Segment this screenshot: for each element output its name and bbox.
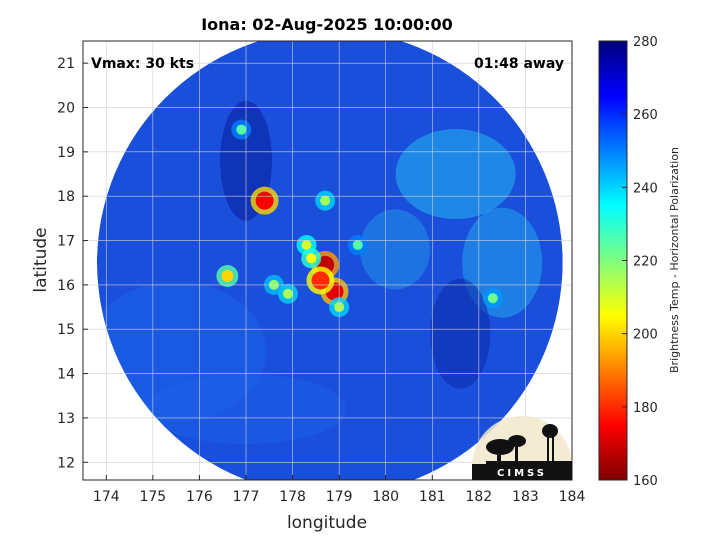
- x-tick-label: 181: [419, 489, 446, 505]
- feature-core: [487, 293, 498, 304]
- x-axis-label: longitude: [287, 513, 367, 533]
- y-tick-label: 17: [57, 234, 75, 250]
- logo-dish-left: [486, 439, 514, 455]
- feature-core: [282, 288, 293, 299]
- feature-core: [301, 239, 312, 250]
- feature-core: [236, 124, 247, 135]
- x-tick-label: 179: [326, 489, 353, 505]
- x-tick-label: 182: [465, 489, 492, 505]
- logo-tower-tank: [542, 424, 558, 438]
- y-tick-label: 18: [57, 189, 75, 205]
- x-tick-label: 184: [559, 489, 586, 505]
- texture-band-ne: [395, 129, 516, 220]
- y-axis-label: latitude: [31, 227, 51, 292]
- feature-core: [221, 270, 234, 283]
- chart-title: Iona: 02-Aug-2025 10:00:00: [201, 15, 453, 34]
- y-tick-label: 15: [57, 322, 75, 338]
- texture-dry-east: [430, 278, 491, 389]
- y-tick-label: 13: [57, 411, 75, 427]
- logo-dish-stand-left: [497, 450, 501, 464]
- y-tick-label: 20: [57, 101, 75, 117]
- colorbar-tick-label: 180: [633, 401, 658, 416]
- logo-dish-right: [508, 435, 526, 447]
- y-tick-label: 21: [57, 56, 75, 72]
- colorbar-tick-label: 260: [633, 108, 658, 123]
- feature-core: [306, 253, 317, 264]
- x-tick-label: 178: [279, 489, 306, 505]
- x-tick-labels: 174 175 176 177 178 179 180 181 182 183 184: [93, 489, 586, 505]
- x-tick-label: 176: [186, 489, 213, 505]
- colorbar-tick-label: 160: [633, 474, 658, 489]
- feature-core: [320, 195, 331, 206]
- x-tick-label: 180: [372, 489, 399, 505]
- feature-core: [255, 191, 274, 210]
- x-tick-label: 177: [233, 489, 260, 505]
- grid-lines: [83, 41, 573, 480]
- colorbar-tick-label: 240: [633, 181, 658, 196]
- plot-frame: [82, 40, 573, 481]
- x-tick-label: 175: [139, 489, 166, 505]
- y-tick-label: 16: [57, 278, 75, 294]
- vmax-annotation: Vmax: 30 kts: [91, 56, 194, 72]
- y-tick-label: 14: [57, 367, 75, 383]
- texture-band-center: [360, 209, 431, 290]
- logo-banner: [472, 464, 572, 480]
- time-away-annotation: 01:48 away: [474, 56, 564, 72]
- feature-core: [352, 239, 363, 250]
- colorbar-tick-label: 220: [633, 255, 658, 270]
- logo-dish-stand-right: [515, 445, 518, 463]
- colorbar-tick-label: 200: [633, 328, 658, 343]
- x-tick-label: 174: [93, 489, 120, 505]
- x-tick-label: 183: [512, 489, 539, 505]
- cimss-logo: CIMSS: [472, 416, 572, 480]
- feature-core: [311, 271, 330, 290]
- texture-band-e: [462, 207, 543, 318]
- logo-tower-leg-2: [552, 437, 554, 463]
- y-tick-label: 12: [57, 455, 75, 471]
- y-tick-label: 19: [57, 145, 75, 161]
- logo-tower-leg-1: [547, 437, 549, 463]
- microwave-swath: [96, 41, 563, 480]
- colorbar-label: Brightness Temp - Horizontal Polarizatio…: [668, 147, 681, 373]
- logo-text: CIMSS: [497, 468, 547, 479]
- colorbar-tick-label: 280: [633, 35, 658, 50]
- colorbar-ticks: 280 260 240 220 200 180 160: [622, 35, 658, 489]
- y-tick-labels: 12 13 14 15 16 17 18 19 20 21: [57, 56, 75, 471]
